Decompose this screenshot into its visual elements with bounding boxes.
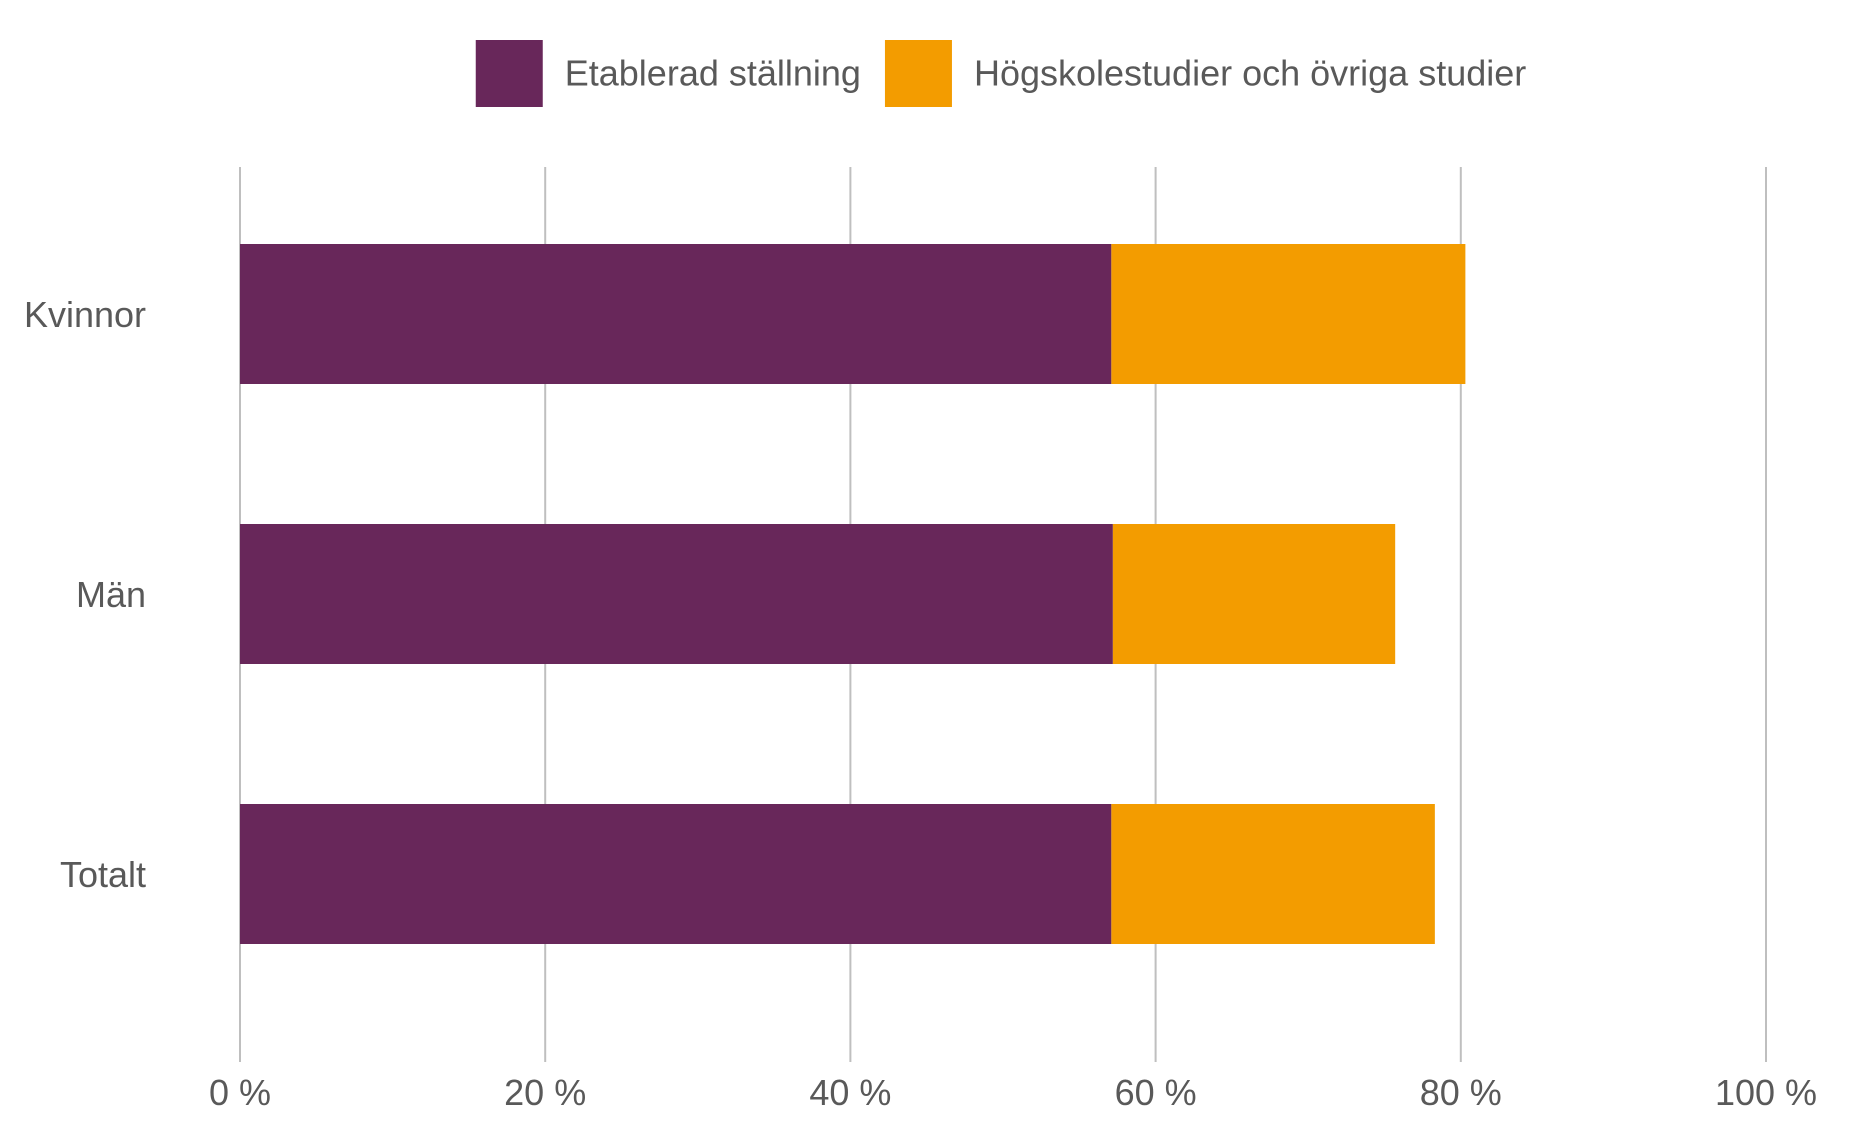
tick-label-1: 20 % <box>504 1072 586 1113</box>
bar-m-n-series-0 <box>240 524 1113 664</box>
tick-label-0: 0 % <box>209 1072 271 1113</box>
legend-label-0: Etablerad ställning <box>565 53 861 94</box>
category-labels: Kvinnor Män Totalt <box>24 294 146 895</box>
tick-label-4: 80 % <box>1420 1072 1502 1113</box>
legend-label-1: Högskolestudier och övriga studier <box>974 53 1526 94</box>
legend-swatch-1 <box>884 40 952 107</box>
legend-item-1: Högskolestudier och övriga studier <box>884 40 1526 107</box>
bar-kvinnor-series-1 <box>1111 244 1466 384</box>
category-label-1: Män <box>76 574 146 615</box>
legend-item-0: Etablerad ställning <box>475 40 861 107</box>
legend: Etablerad ställning Högskolestudier och ö… <box>475 40 1526 107</box>
tick-label-3: 60 % <box>1115 1072 1197 1113</box>
category-label-0: Kvinnor <box>24 294 146 335</box>
tick-label-2: 40 % <box>809 1072 891 1113</box>
legend-swatch-0 <box>475 40 543 107</box>
bar-m-n-series-1 <box>1112 524 1396 664</box>
x-axis-tick-labels: 0 % 20 % 40 % 60 % 80 % 100 % <box>209 1072 1817 1113</box>
category-label-2: Totalt <box>60 854 146 895</box>
bar-totalt-series-1 <box>1111 804 1435 944</box>
bar-kvinnor-series-0 <box>240 244 1112 384</box>
tick-label-5: 100 % <box>1715 1072 1817 1113</box>
bar-totalt-series-0 <box>240 804 1112 944</box>
bars <box>240 244 1466 944</box>
